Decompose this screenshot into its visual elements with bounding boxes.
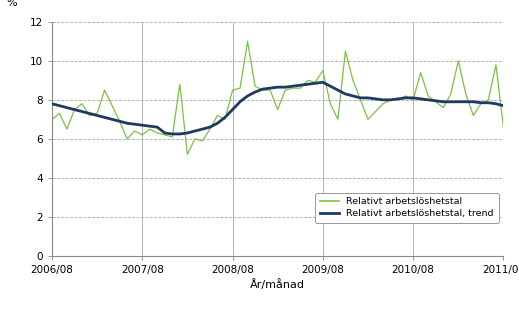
Text: %: % bbox=[7, 0, 17, 8]
X-axis label: År/månad: År/månad bbox=[250, 279, 305, 290]
Legend: Relativt arbetslöshetstal, Relativt arbetslöshetstal, trend: Relativt arbetslöshetstal, Relativt arbe… bbox=[316, 193, 499, 223]
